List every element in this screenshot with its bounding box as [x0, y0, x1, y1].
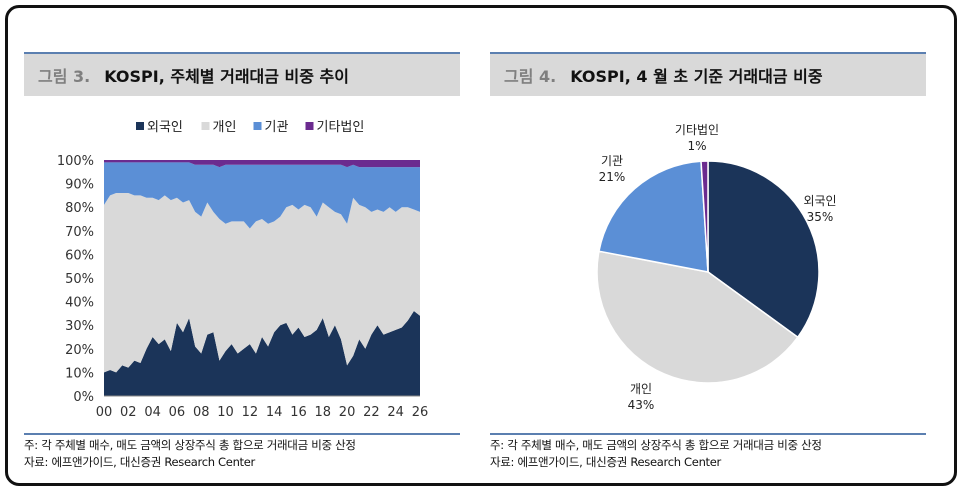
x-tick-label: 24 — [387, 405, 404, 420]
x-tick-label: 00 — [96, 405, 113, 420]
pie-label-name-3: 기타법인 — [675, 123, 719, 137]
legend-swatch-1 — [201, 122, 210, 130]
legend-swatch-3 — [305, 122, 314, 130]
pie-slice-0 — [707, 160, 820, 339]
right-note: 주: 각 주체별 매수, 매도 금액의 상장주식 총 합으로 거래대금 비중 산… — [490, 438, 822, 452]
y-tick-label: 0% — [73, 390, 94, 405]
x-tick-label: 26 — [412, 405, 429, 420]
x-tick-label: 04 — [144, 405, 161, 420]
x-tick-label: 06 — [169, 405, 186, 420]
outer-frame — [5, 5, 957, 486]
y-tick-label: 10% — [65, 366, 94, 381]
left-figure-title-bar: 그림 3. KOSPI, 주체별 거래대금 비중 추이 — [24, 52, 460, 96]
right-figure-title-bar: 그림 4. KOSPI, 4 월 초 기준 거래대금 비중 — [490, 52, 926, 96]
x-tick-label: 18 — [314, 405, 331, 420]
legend-swatch-0 — [136, 122, 144, 130]
y-tick-label: 80% — [65, 201, 94, 216]
pie-slice-1 — [596, 250, 799, 384]
pie-label-value-2: 21% — [599, 170, 626, 184]
pie-label-name-2: 기관 — [601, 154, 623, 168]
x-tick-label: 14 — [266, 405, 283, 420]
pie-label-value-0: 35% — [807, 210, 834, 224]
y-tick-label: 40% — [65, 296, 94, 311]
legend-label-3: 기타법인 — [317, 120, 365, 135]
pie-slice-2 — [598, 160, 709, 273]
area-series-3 — [104, 160, 420, 168]
left-source: 자료: 에프앤가이드, 대신증권 Research Center — [24, 455, 255, 469]
y-tick-label: 20% — [65, 343, 94, 358]
x-tick-label: 20 — [339, 405, 356, 420]
y-tick-label: 60% — [65, 248, 94, 263]
x-tick-label: 10 — [217, 405, 234, 420]
left-figure-number: 그림 3. — [38, 67, 91, 86]
left-note: 주: 각 주체별 매수, 매도 금액의 상장주식 총 합으로 거래대금 비중 산… — [24, 438, 356, 452]
x-tick-label: 16 — [290, 405, 307, 420]
legend-label-0: 외국인 — [147, 120, 183, 135]
pie-label-name-1: 개인 — [630, 382, 652, 396]
x-tick-label: 08 — [193, 405, 210, 420]
x-tick-label: 12 — [242, 405, 259, 420]
right-footnote: 주: 각 주체별 매수, 매도 금액의 상장주식 총 합으로 거래대금 비중 산… — [490, 433, 926, 471]
y-tick-label: 50% — [65, 272, 94, 287]
pie-label-value-1: 43% — [628, 398, 655, 412]
stacked-area-chart: 외국인 개인 기관 기타법인 0% 10% 20% 30% 40% 50% 60% 70% 80% 90%… — [57, 120, 429, 420]
y-tick-label: 30% — [65, 319, 94, 334]
left-footnote: 주: 각 주체별 매수, 매도 금액의 상장주식 총 합으로 거래대금 비중 산… — [24, 433, 460, 471]
x-tick-label: 02 — [120, 405, 137, 420]
area-series-1 — [104, 193, 420, 373]
y-tick-label: 100% — [57, 154, 94, 169]
legend-label-1: 개인 — [213, 120, 237, 135]
y-tick-label: 70% — [65, 225, 94, 240]
area-series-2 — [104, 162, 420, 229]
pie-label-name-0: 외국인 — [803, 194, 836, 208]
y-tick-label: 90% — [65, 178, 94, 193]
right-figure-title: KOSPI, 4 월 초 기준 거래대금 비중 — [570, 67, 823, 86]
legend-label-2: 기관 — [265, 120, 289, 135]
x-tick-label: 22 — [363, 405, 380, 420]
pie-label-value-3: 1% — [687, 139, 706, 153]
area-series-0 — [104, 311, 420, 396]
left-figure-title: KOSPI, 주체별 거래대금 비중 추이 — [104, 67, 349, 86]
right-figure-number: 그림 4. — [504, 67, 557, 86]
pie-slice-3 — [700, 160, 709, 273]
legend-swatch-2 — [253, 122, 262, 130]
pie-chart: 외국인 35% 개인 43% 기관 21% 기타법인 1% — [596, 123, 837, 412]
right-source: 자료: 에프앤가이드, 대신증권 Research Center — [490, 455, 721, 469]
